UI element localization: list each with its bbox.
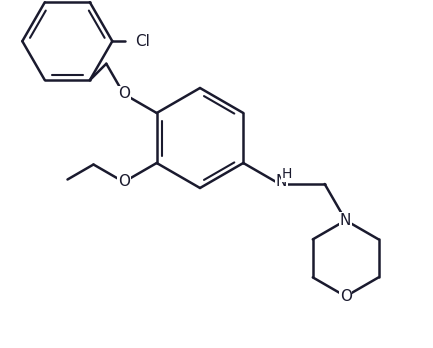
Text: O: O — [118, 174, 130, 190]
Text: N: N — [276, 174, 288, 190]
Text: O: O — [339, 289, 352, 304]
Text: O: O — [118, 87, 130, 102]
Text: N: N — [340, 213, 351, 228]
Text: H: H — [281, 167, 292, 181]
Text: Cl: Cl — [136, 34, 150, 49]
